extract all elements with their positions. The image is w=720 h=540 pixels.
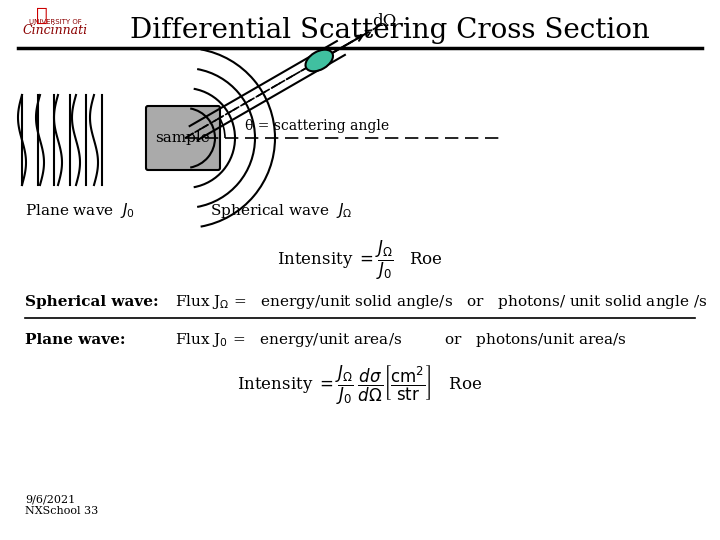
Text: Flux J$_0$ =   energy/unit area/s         or   photons/unit area/s: Flux J$_0$ = energy/unit area/s or photo… xyxy=(175,331,626,349)
Text: Spherical wave:: Spherical wave: xyxy=(25,295,158,309)
Text: Cincinnati: Cincinnati xyxy=(22,24,88,37)
Text: θ = scattering angle: θ = scattering angle xyxy=(245,119,389,133)
Text: Spherical wave  $J_\Omega$: Spherical wave $J_\Omega$ xyxy=(210,200,352,219)
Text: Intensity $= \dfrac{J_\Omega}{J_0}\; \dfrac{d\sigma}{d\Omega}\left[\dfrac{\mathr: Intensity $= \dfrac{J_\Omega}{J_0}\; \df… xyxy=(238,363,482,407)
Text: dΩ: dΩ xyxy=(372,13,396,30)
Text: Differential Scattering Cross Section: Differential Scattering Cross Section xyxy=(130,17,650,44)
Text: 9/6/2021
NXSchool 33: 9/6/2021 NXSchool 33 xyxy=(25,494,98,516)
Text: 🐾: 🐾 xyxy=(36,5,48,24)
Text: sample: sample xyxy=(156,131,210,145)
Text: Plane wave:: Plane wave: xyxy=(25,333,125,347)
Text: UNIVERSITY OF: UNIVERSITY OF xyxy=(29,19,81,25)
FancyBboxPatch shape xyxy=(146,106,220,170)
Text: Flux J$_\Omega$ =   energy/unit solid angle/s   or   photons/ unit solid angle /: Flux J$_\Omega$ = energy/unit solid angl… xyxy=(175,293,708,311)
Ellipse shape xyxy=(305,50,333,71)
Text: Intensity $= \dfrac{J_\Omega}{J_0}$   Roe: Intensity $= \dfrac{J_\Omega}{J_0}$ Roe xyxy=(277,238,443,281)
Text: Plane wave  $J_0$: Plane wave $J_0$ xyxy=(25,200,135,219)
